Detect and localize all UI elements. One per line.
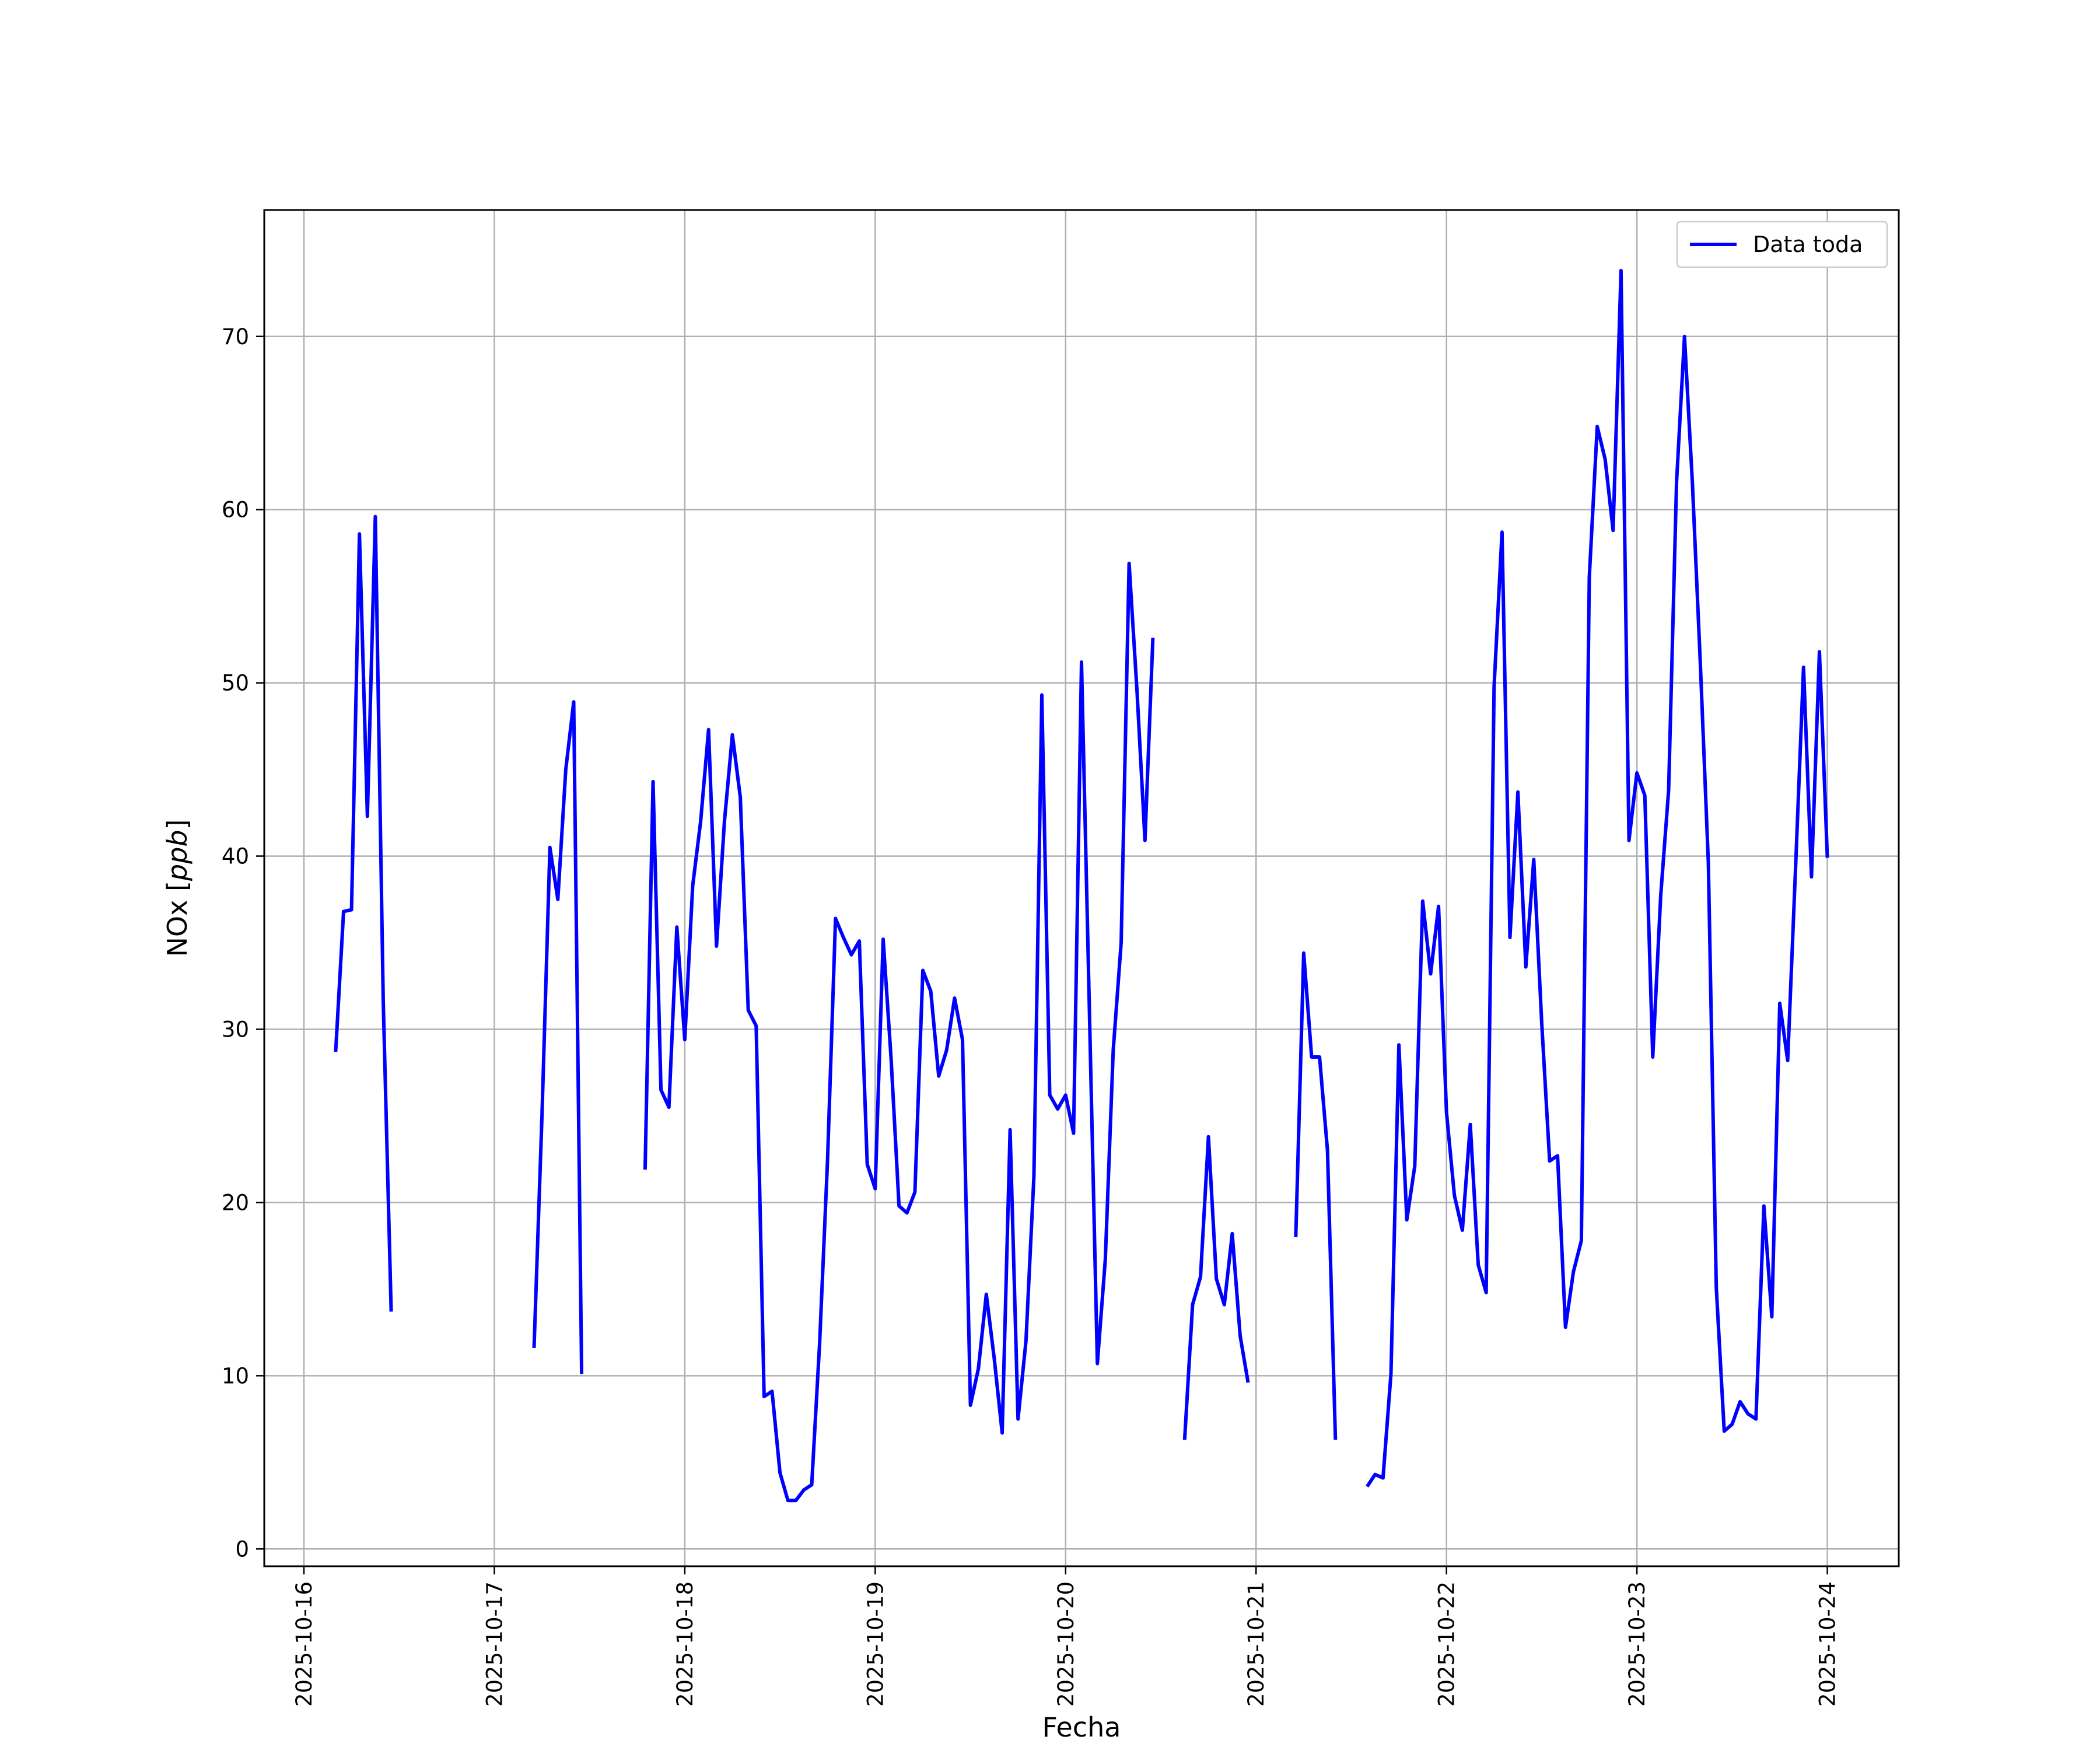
y-tick-label-5: 50 xyxy=(222,671,249,696)
x-tick-label-6: 2025-10-22 xyxy=(1434,1581,1460,1707)
y-axis-title: NOx [ppb] xyxy=(162,820,193,957)
y-tick-label-4: 40 xyxy=(222,844,249,869)
series-line-segment-5 xyxy=(1366,268,1829,1488)
y-axis-title-prefix: NOx [ xyxy=(162,881,193,957)
series-line-segment-2 xyxy=(643,561,1155,1503)
y-axis-ticks: 0 10 20 30 40 50 60 70 xyxy=(222,324,264,1562)
x-tick-label-0: 2025-10-16 xyxy=(292,1581,317,1707)
x-tick-label-4: 2025-10-20 xyxy=(1054,1581,1079,1707)
y-tick-label-7: 70 xyxy=(222,324,249,349)
x-axis-title: Fecha xyxy=(1042,1712,1121,1743)
series-line-segment-1 xyxy=(532,700,584,1374)
plot-frame xyxy=(263,209,1900,1567)
series-line-segment-4 xyxy=(1294,951,1338,1440)
y-tick-label-1: 10 xyxy=(222,1363,249,1388)
x-tick-label-7: 2025-10-23 xyxy=(1625,1581,1650,1707)
x-axis-ticks: 2025-10-16 2025-10-17 2025-10-18 2025-10-19… xyxy=(292,1566,1840,1707)
y-tick-label-3: 30 xyxy=(222,1017,249,1042)
x-tick-label-3: 2025-10-19 xyxy=(863,1581,888,1707)
x-tick-label-2: 2025-10-18 xyxy=(673,1581,698,1707)
x-tick-label-5: 2025-10-21 xyxy=(1244,1581,1269,1707)
series-line-segment-3 xyxy=(1182,1135,1250,1440)
y-axis-title-suffix: ] xyxy=(162,820,193,830)
legend: Data toda xyxy=(1676,220,1888,268)
series-line-segment-0 xyxy=(334,514,393,1312)
y-tick-label-2: 20 xyxy=(222,1190,249,1215)
y-tick-label-6: 60 xyxy=(222,498,249,523)
series-data-toda xyxy=(334,268,1829,1503)
legend-label-data-toda: Data toda xyxy=(1753,232,1863,257)
legend-box xyxy=(1676,220,1888,268)
y-axis-title-unit: ppb xyxy=(162,830,193,881)
x-tick-label-8: 2025-10-24 xyxy=(1815,1581,1840,1707)
x-tick-label-1: 2025-10-17 xyxy=(482,1581,507,1707)
y-tick-label-0: 0 xyxy=(235,1536,249,1562)
